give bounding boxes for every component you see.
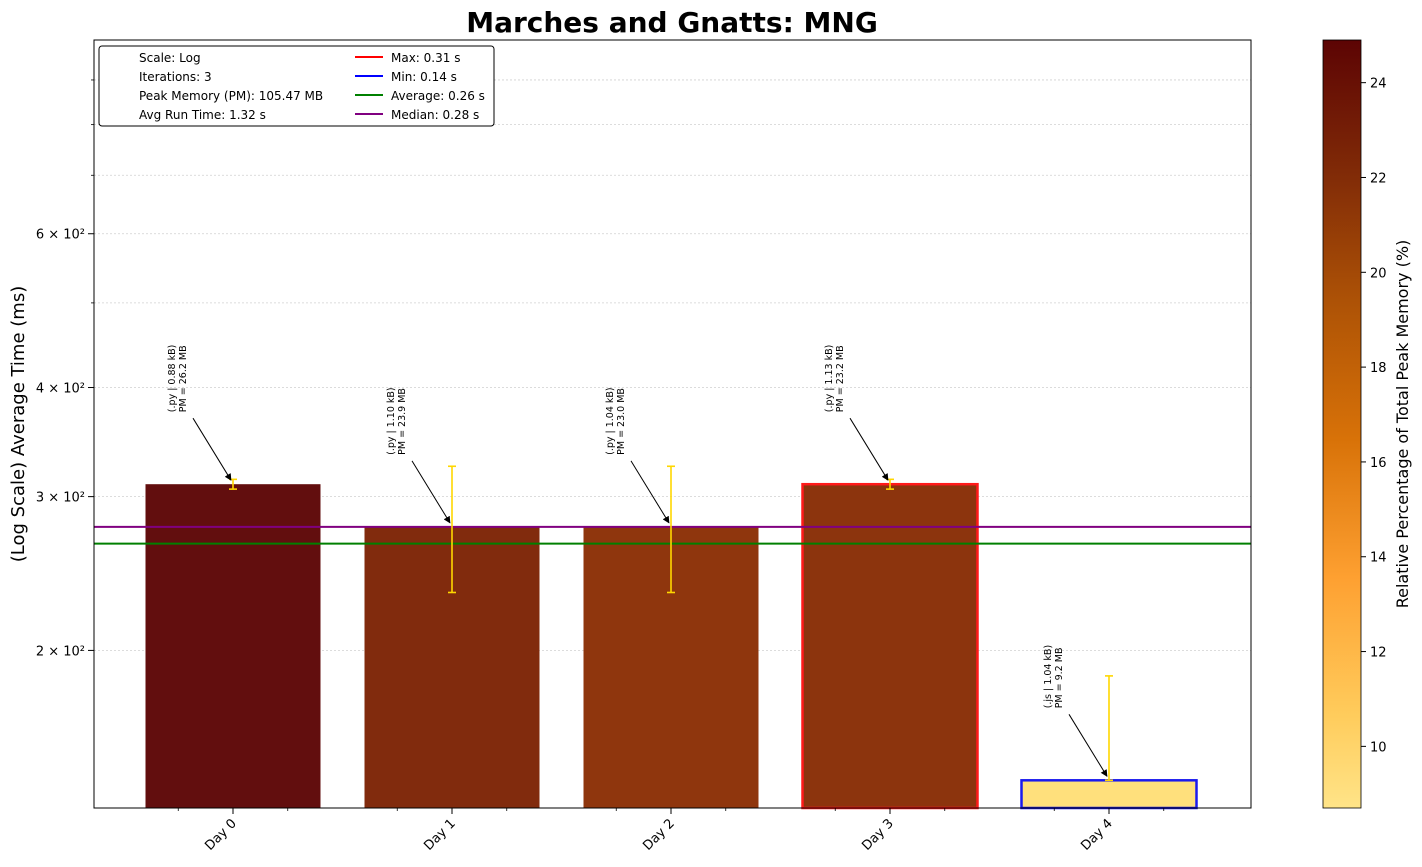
y-tick-label: 4 × 10² <box>36 382 85 397</box>
annotation-line1: (.py | 1.04 kB) <box>605 387 616 455</box>
annotation-label: (.js | 1.04 kB) PM = 9.2 MB <box>1043 645 1065 708</box>
colorbar-tick-label: 10 <box>1370 740 1387 755</box>
bar-day-3 <box>801 482 979 810</box>
x-tick-label: Day 0 <box>202 816 240 854</box>
annotation-line2: PM = 23.9 MB <box>397 388 408 455</box>
y-axis-label: (Log Scale) Average Time (ms) <box>8 286 29 562</box>
colorbar-tick-label: 22 <box>1370 171 1387 186</box>
annotation-arrow <box>849 417 889 481</box>
legend: Scale: Log Iterations: 3 Peak Memory (PM):… <box>98 45 495 127</box>
legend-entry: Min: 0.14 s <box>391 70 457 84</box>
colorbar-tick-label: 12 <box>1370 646 1387 661</box>
annotation-line1: (.py | 1.13 kB) <box>824 345 835 413</box>
x-tick-label: Day 3 <box>859 816 897 854</box>
legend-entry: Scale: Log <box>139 51 201 65</box>
x-axis-ticks: Day 0 Day 1 Day 2 Day 3 Day 4 <box>177 808 1165 854</box>
colorbar-tick-label: 14 <box>1370 551 1387 566</box>
legend-entry: Median: 0.28 s <box>391 108 479 122</box>
x-tick-label: Day 2 <box>640 816 678 854</box>
y-tick-label: 6 × 10² <box>36 228 85 243</box>
legend-entry: Max: 0.31 s <box>391 51 460 65</box>
x-tick-label: Day 4 <box>1078 816 1116 854</box>
annotation-line2: PM = 9.2 MB <box>1054 648 1065 709</box>
annotation-arrow <box>411 460 451 524</box>
annotation-arrow <box>1068 714 1108 777</box>
colorbar <box>1322 39 1362 809</box>
bar-day-0 <box>145 484 321 808</box>
annotation-line2: PM = 26.2 MB <box>178 345 189 412</box>
reference-lines <box>94 525 1251 545</box>
bar-day-4 <box>1020 779 1198 810</box>
annotations: (.py | 0.88 kB) PM = 26.2 MB (.py | 1.10 k… <box>167 345 1108 777</box>
colorbar-tick-label: 18 <box>1370 361 1387 376</box>
legend-entry: Avg Run Time: 1.32 s <box>139 108 266 122</box>
legend-entry: Peak Memory (PM): 105.47 MB <box>139 89 323 103</box>
colorbar-tick-label: 20 <box>1370 266 1387 281</box>
annotation-line2: PM = 23.2 MB <box>835 345 846 412</box>
legend-box <box>98 45 495 127</box>
error-bars <box>229 465 1113 782</box>
annotation-arrow <box>192 417 232 481</box>
colorbar-ticks: 10 12 14 16 18 20 22 24 <box>1361 77 1387 755</box>
colorbar-tick-label: 16 <box>1370 456 1387 471</box>
y-tick-label: 3 × 10² <box>36 491 85 506</box>
annotation-label: (.py | 1.04 kB) PM = 23.0 MB <box>605 387 627 455</box>
annotation-label: (.py | 1.10 kB) PM = 23.9 MB <box>386 387 408 455</box>
annotation-label: (.py | 0.88 kB) PM = 26.2 MB <box>167 345 189 413</box>
x-tick-label: Day 1 <box>421 816 459 854</box>
annotation-line1: (.py | 0.88 kB) <box>167 345 178 413</box>
annotation-line1: (.py | 1.10 kB) <box>386 387 397 455</box>
y-axis-ticks: 2 × 10² 3 × 10² 4 × 10² 6 × 10² <box>36 79 94 659</box>
y-tick-label: 2 × 10² <box>36 644 85 659</box>
annotation-label: (.py | 1.13 kB) PM = 23.2 MB <box>824 345 846 413</box>
annotation-arrow <box>630 460 670 524</box>
annotation-line2: PM = 23.0 MB <box>616 388 627 455</box>
plot-frame <box>93 39 1252 809</box>
legend-entry: Iterations: 3 <box>139 70 212 84</box>
legend-entry: Average: 0.26 s <box>391 89 485 103</box>
chart-title: Marches and Gnatts: MNG <box>466 6 878 39</box>
colorbar-label: Relative Percentage of Total Peak Memory… <box>1393 240 1412 609</box>
annotation-line1: (.js | 1.04 kB) <box>1043 645 1054 708</box>
colorbar-tick-label: 24 <box>1370 77 1387 92</box>
